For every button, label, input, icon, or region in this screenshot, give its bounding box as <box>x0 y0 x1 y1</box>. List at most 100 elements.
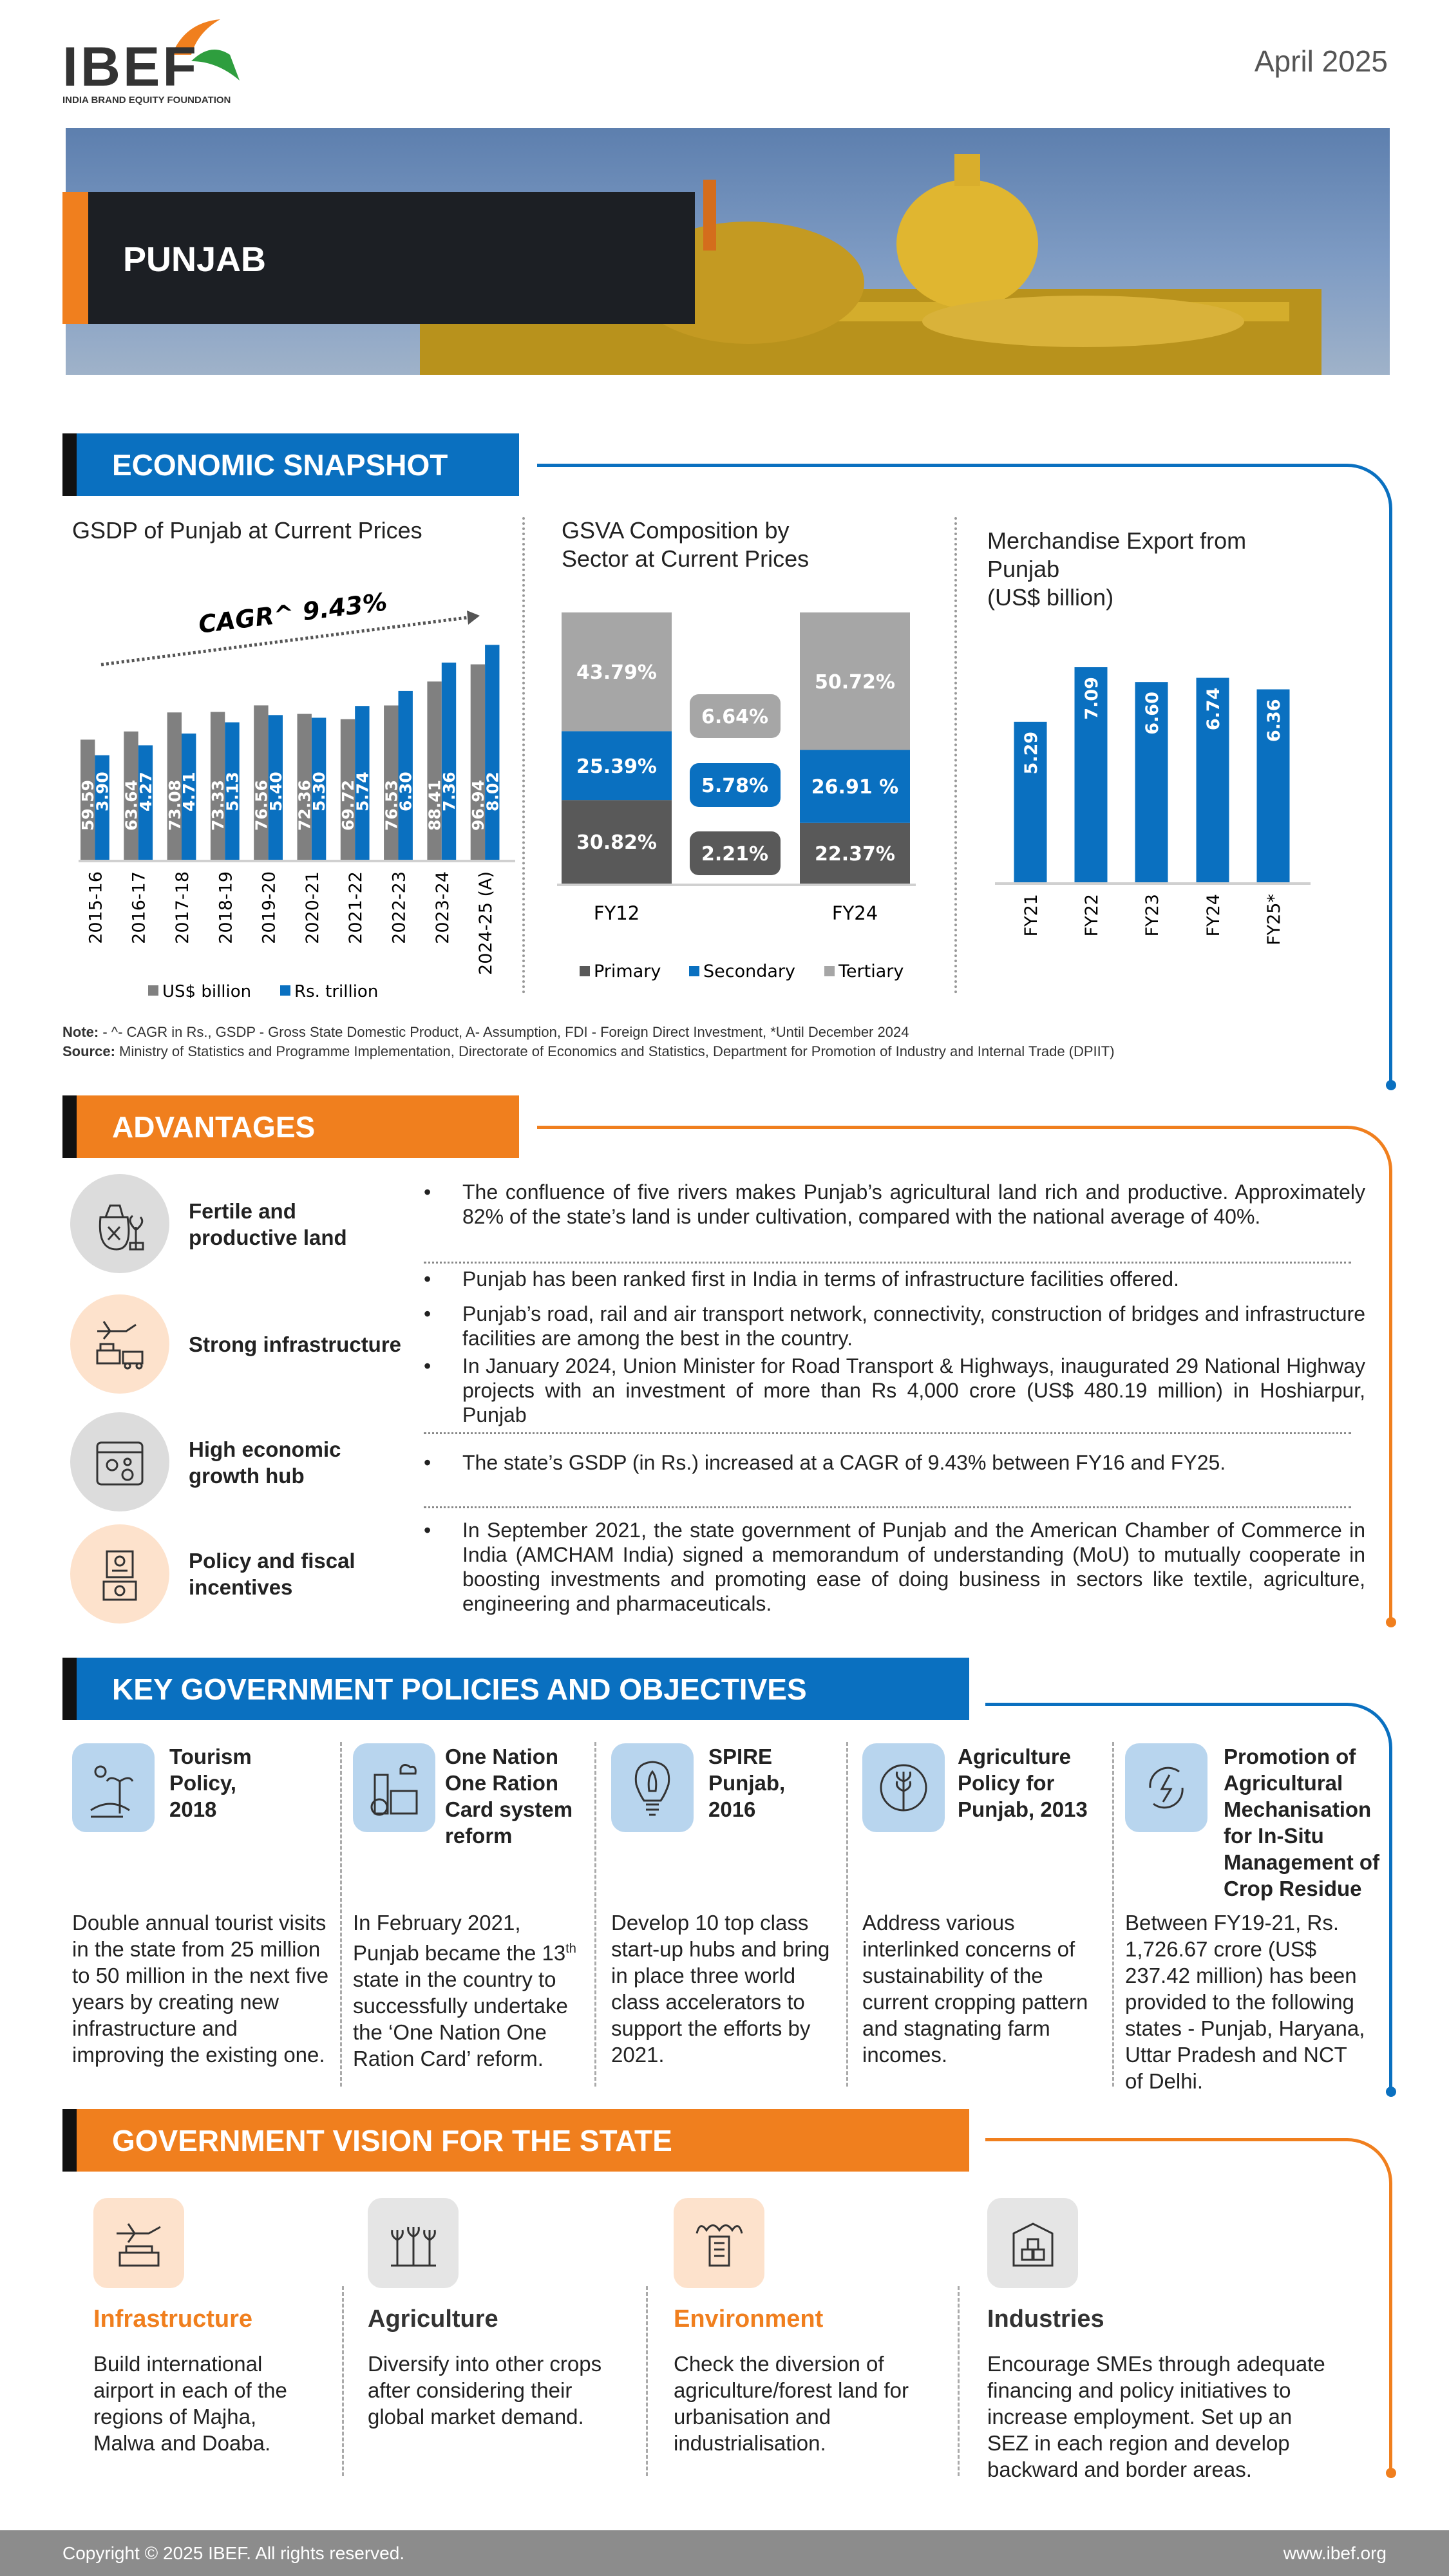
data-label: 7.36 <box>440 772 459 811</box>
title-line: Merchandise Export from <box>987 527 1247 554</box>
lightbulb-rocket-icon <box>611 1743 694 1832</box>
bar-export <box>1196 677 1229 882</box>
bar-rs-trillion <box>485 645 500 860</box>
advantage-bullet: Punjab has been ranked first in India in… <box>424 1267 1365 1291</box>
row-divider <box>424 1262 1351 1264</box>
growth-hub-icon <box>70 1412 169 1511</box>
data-label: 4.71 <box>180 772 198 811</box>
note-text: - ^- CAGR in Rs., GSDP - Gross State Dom… <box>99 1024 909 1040</box>
x-tick-label: 2015-16 <box>86 871 106 944</box>
advantage-bullet: In January 2024, Union Minister for Road… <box>424 1354 1365 1427</box>
data-label: 5.29 <box>1021 732 1041 775</box>
connector-line <box>537 1126 1392 1622</box>
x-tick-label: FY21 <box>1021 894 1041 936</box>
legend-label: Secondary <box>703 961 795 981</box>
policy-incentive-icon <box>70 1524 169 1624</box>
bar-export <box>1014 721 1047 882</box>
data-label: 30.82% <box>576 831 657 854</box>
bar-rs-trillion <box>95 755 109 860</box>
row-divider <box>424 1432 1351 1434</box>
bar-usd-billion <box>80 739 95 860</box>
advantage-bullet: The confluence of five rivers makes Punj… <box>424 1180 1365 1229</box>
logo-bird-icon <box>172 19 240 80</box>
desc-sup: th <box>565 1942 576 1956</box>
x-tick-label: 2021-22 <box>346 871 366 944</box>
advantage-bullet: The state’s GSDP (in Rs.) increased at a… <box>424 1450 1365 1475</box>
x-tick-label: 2017-18 <box>173 871 193 944</box>
title-line: (US$ billion) <box>987 584 1114 611</box>
divider <box>954 517 957 994</box>
x-tick-label: FY12 <box>594 902 639 924</box>
bar-rs-trillion <box>138 745 153 860</box>
x-tick-label: 2019-20 <box>260 871 279 944</box>
data-label: 63.64 <box>122 780 141 831</box>
section-header-policies: KEY GOVERNMENT POLICIES AND OBJECTIVES <box>62 1658 969 1720</box>
divider <box>1112 1742 1114 2087</box>
bar-export <box>1135 682 1168 882</box>
gsva-chart-title: GSVA Composition by Sector at Current Pr… <box>562 516 809 573</box>
gsdp-chart: CAGR^ 9.43% 59.593.90 2015-16 63.644.27 2016… <box>79 587 515 998</box>
bar-segment-primary <box>562 800 672 884</box>
data-label: 7.09 <box>1082 677 1102 720</box>
vision-title: Industries <box>987 2306 1104 2333</box>
section-header-advantages: ADVANTAGES <box>62 1095 519 1158</box>
row-divider <box>424 1506 1351 1508</box>
data-label: 5.30 <box>310 772 328 811</box>
legend-swatch <box>824 966 835 976</box>
connector-dot <box>1386 1617 1396 1627</box>
chart-source: Source: Ministry of Statistics and Progr… <box>62 1043 1115 1060</box>
advantage-bullet: Punjab’s road, rail and air transport ne… <box>424 1302 1365 1350</box>
bar-segment-primary <box>800 822 910 884</box>
advantage-label: Fertile and productive land <box>189 1199 347 1249</box>
source-text: Ministry of Statistics and Programme Imp… <box>115 1043 1115 1059</box>
data-label: 73.33 <box>209 780 227 831</box>
title-line: Punjab <box>987 556 1060 582</box>
export-chart: 5.29 FY21 7.09 FY22 6.60 FY23 6.74 FY24 6.36 FY25… <box>995 667 1311 945</box>
bar-usd-billion <box>210 712 225 860</box>
source-label: Source: <box>62 1043 115 1059</box>
vision-title: Agriculture <box>368 2306 498 2333</box>
policy-desc: Develop 10 top class start-up hubs and b… <box>611 1911 830 2067</box>
vision-desc: Encourage SMEs through adequate financin… <box>987 2352 1325 2481</box>
connector-dot <box>1386 2087 1396 2097</box>
cagr-label: CAGR^ 9.43% <box>197 587 389 639</box>
data-label: 6.74 <box>1204 688 1224 731</box>
title-line: Sector at Current Prices <box>562 545 810 572</box>
note-label: Note: <box>62 1024 99 1040</box>
infrastructure-icon <box>70 1294 169 1394</box>
bar-usd-billion <box>470 664 486 860</box>
connector-line <box>985 1703 1392 2091</box>
export-chart-title: Merchandise Export from Punjab (US$ bill… <box>987 527 1246 612</box>
data-label: 69.72 <box>339 780 357 831</box>
policy-title: Tourism Policy, 2018 <box>169 1745 252 1821</box>
data-label: 25.39% <box>576 755 657 778</box>
data-label: 96.94 <box>469 780 488 831</box>
policy-desc: Between FY19-21, Rs. 1,726.67 crore (US$… <box>1125 1911 1365 2093</box>
data-label: 59.59 <box>79 780 97 831</box>
data-label: 6.30 <box>397 772 415 811</box>
bar-usd-billion <box>254 705 269 860</box>
vision-title: Infrastructure <box>93 2306 253 2333</box>
data-label: 8.02 <box>483 772 502 811</box>
bar-segment-tertiary <box>562 612 672 732</box>
data-label: 22.37% <box>815 843 895 866</box>
policy-desc: Double annual tourist visits in the stat… <box>72 1911 329 2067</box>
advantage-label: Strong infrastructure <box>189 1332 402 1356</box>
divider <box>522 517 525 994</box>
bar-rs-trillion <box>225 722 240 860</box>
legend-label: US$ billion <box>162 982 251 998</box>
bar-rs-trillion <box>182 734 196 860</box>
bar-rs-trillion <box>311 717 327 860</box>
ibef-logo[interactable]: IBEF INDIA BRAND EQUITY FOUNDATION <box>62 16 249 109</box>
fertile-land-icon <box>70 1174 169 1273</box>
website-link[interactable]: www.ibef.org <box>1283 2543 1387 2563</box>
change-box-secondary <box>690 763 781 807</box>
data-label: 72.36 <box>296 780 314 831</box>
x-tick-label: FY22 <box>1082 894 1102 936</box>
legend-swatch <box>689 966 699 976</box>
data-label: 6.60 <box>1142 692 1162 735</box>
policy-title: Agriculture Policy for Punjab, 2013 <box>958 1745 1088 1821</box>
policy-desc: Address various interlinked concerns of … <box>862 1911 1088 2067</box>
footer: Copyright © 2025 IBEF. All rights reserv… <box>0 2530 1449 2576</box>
bar-usd-billion <box>124 731 138 860</box>
